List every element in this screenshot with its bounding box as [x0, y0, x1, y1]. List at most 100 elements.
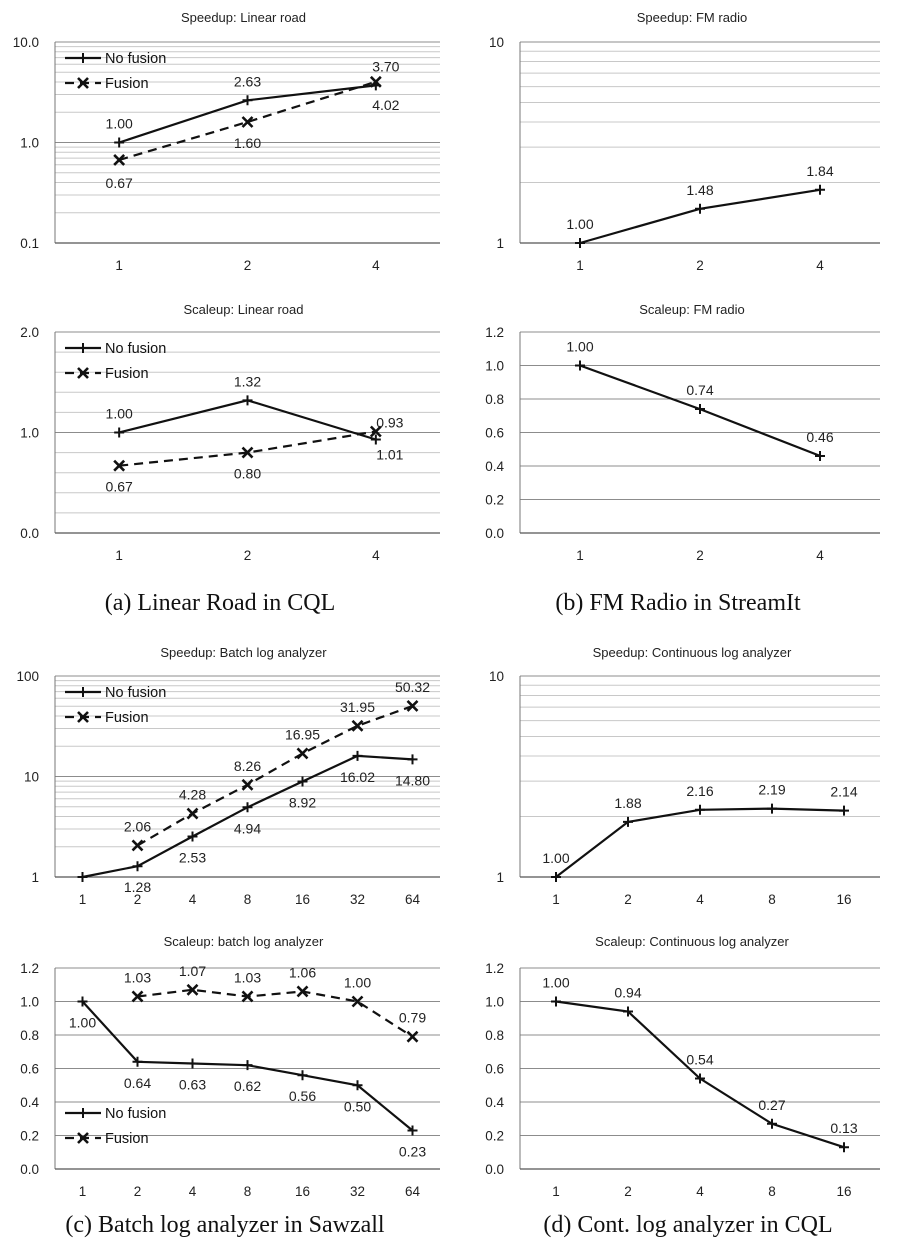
x-tick-label-1: 2 [624, 892, 632, 907]
plus-marker-6 [407, 1125, 418, 1136]
chart-title: Speedup: Batch log analyzer [160, 645, 327, 660]
x-tick-label-3: 8 [244, 892, 252, 907]
chart-panel-6: 1 10 1 2 4 8 16 Speedup: Continuous log analyze… [489, 645, 880, 907]
y-tick-label-0: 1 [31, 870, 39, 885]
y-tick-label-0: 0.0 [485, 1162, 504, 1177]
chart-panel-3: 0.0 1.0 2.0 1 2 4 Scaleup: Linear road 1.00 1.32… [20, 302, 440, 563]
x-marker-5 [351, 719, 364, 732]
x-tick-label-1: 2 [244, 548, 252, 563]
data-label-1-5: 0.50 [344, 1098, 371, 1114]
x-marker-4 [296, 985, 309, 998]
data-label-1-3: 2.19 [758, 782, 785, 798]
plus-marker-1 [695, 203, 705, 214]
y-tick-label-2: 0.4 [485, 459, 504, 474]
data-label-1-0: 1.00 [566, 339, 593, 355]
y-tick-label-4: 0.8 [20, 1028, 39, 1043]
y-tick-label-6: 1.2 [485, 961, 504, 976]
x-tick-label-4: 16 [295, 1184, 310, 1199]
data-label-2-1: 1.60 [234, 135, 261, 151]
y-tick-label-0: 0.0 [20, 526, 39, 541]
data-label-1-2: 2.53 [179, 849, 206, 865]
legend: No fusion Fusion [65, 341, 166, 382]
plus-marker-2 [695, 804, 705, 815]
x-tick-label-3: 8 [768, 1184, 776, 1199]
data-label-2-3: 8.26 [234, 758, 261, 774]
plus-marker-legend [78, 53, 88, 63]
series-line-2 [137, 988, 414, 1038]
data-label-1-4: 2.14 [830, 784, 857, 800]
data-label-1-2: 3.70 [372, 58, 399, 74]
data-label-1-0: 1.00 [106, 406, 133, 422]
plus-marker-0 [77, 872, 88, 882]
chart-panel-8: 0.0 0.2 0.4 0.6 0.8 1.0 1.2 1 2 4 8 16 Scaleup: Cont… [485, 934, 880, 1199]
data-label-1-2: 0.46 [806, 429, 833, 445]
x-tick-label-6: 64 [405, 892, 421, 907]
x-tick-label-1: 2 [696, 548, 704, 563]
series-line-2 [136, 704, 413, 847]
y-tick-label-3: 0.6 [20, 1062, 39, 1077]
y-tick-label-2: 10.0 [13, 35, 39, 50]
x-tick-label-0: 1 [552, 892, 560, 907]
data-label-2-1: 0.80 [234, 466, 261, 482]
x-marker-3 [241, 990, 254, 1003]
x-marker-2 [369, 75, 382, 88]
data-label-1-4: 0.13 [830, 1120, 857, 1136]
y-tick-label-6: 1.2 [20, 961, 39, 976]
series-line-1 [118, 399, 377, 441]
x-tick-label-5: 32 [350, 892, 365, 907]
y-tick-label-4: 0.8 [485, 1028, 504, 1043]
data-label-1-1: 2.63 [234, 73, 261, 89]
y-tick-label-0: 0.1 [20, 236, 39, 251]
data-label-1-4: 0.56 [289, 1088, 316, 1104]
x-tick-label-1: 2 [134, 1184, 142, 1199]
caption-b: (b) FM Radio in StreamIt [555, 590, 801, 616]
plus-marker-0 [114, 427, 125, 438]
plus-marker-legend [78, 343, 88, 353]
y-tick-label-1: 1.0 [20, 426, 39, 441]
y-tick-label-3: 0.6 [485, 1062, 504, 1077]
data-label-2-4: 1.06 [289, 964, 316, 980]
legend-label-2: Fusion [105, 1131, 149, 1147]
legend: No fusion Fusion [65, 1106, 166, 1147]
data-label-1-0: 1.00 [69, 1015, 96, 1031]
y-tick-label-4: 0.8 [485, 392, 504, 407]
legend-label-2: Fusion [105, 366, 149, 382]
data-label-1-2: 1.84 [806, 163, 833, 179]
y-tick-label-5: 1.0 [485, 359, 504, 374]
data-label-2-6: 0.79 [399, 1010, 426, 1026]
data-label-1-2: 0.54 [686, 1052, 713, 1068]
y-tick-label-0: 0.0 [20, 1162, 39, 1177]
plus-marker-1 [623, 1006, 633, 1017]
series-line-1 [555, 807, 845, 878]
x-marker-0 [113, 154, 126, 166]
x-tick-label-2: 4 [696, 892, 704, 907]
data-label-1-3: 0.27 [758, 1097, 785, 1113]
data-label-1-6: 14.80 [395, 772, 430, 788]
plus-marker-1 [695, 404, 705, 415]
y-tick-label-1: 10 [489, 669, 504, 684]
y-tick-label-1: 10 [24, 770, 39, 785]
plus-marker-3 [767, 803, 777, 814]
legend: No fusion Fusion [65, 685, 166, 726]
y-tick-label-0: 0.0 [485, 526, 504, 541]
plus-marker-4 [839, 1142, 849, 1153]
plus-marker-0 [575, 360, 585, 371]
plus-marker-4 [839, 805, 849, 816]
chart-title: Speedup: Continuous log analyzer [593, 645, 792, 660]
data-label-2-5: 1.00 [344, 975, 371, 991]
y-tick-label-2: 2.0 [20, 325, 39, 340]
x-tick-label-2: 4 [372, 258, 380, 273]
chart-panel-5: 1 10 100 1 2 4 8 16 32 64 Speedup: Batch log analy… [16, 645, 440, 907]
x-marker-5 [351, 995, 364, 1008]
x-marker-4 [296, 747, 309, 760]
plus-marker-legend [78, 687, 88, 697]
x-tick-label-0: 1 [79, 1184, 87, 1199]
chart-title: Scaleup: Continuous log analyzer [595, 934, 789, 949]
plus-marker-2 [187, 1058, 198, 1069]
data-label-1-1: 0.94 [614, 985, 641, 1001]
data-label-1-0: 1.00 [566, 216, 593, 232]
x-tick-label-0: 1 [115, 258, 123, 273]
data-label-1-1: 0.74 [686, 382, 713, 398]
data-label-1-5: 16.02 [340, 769, 375, 785]
